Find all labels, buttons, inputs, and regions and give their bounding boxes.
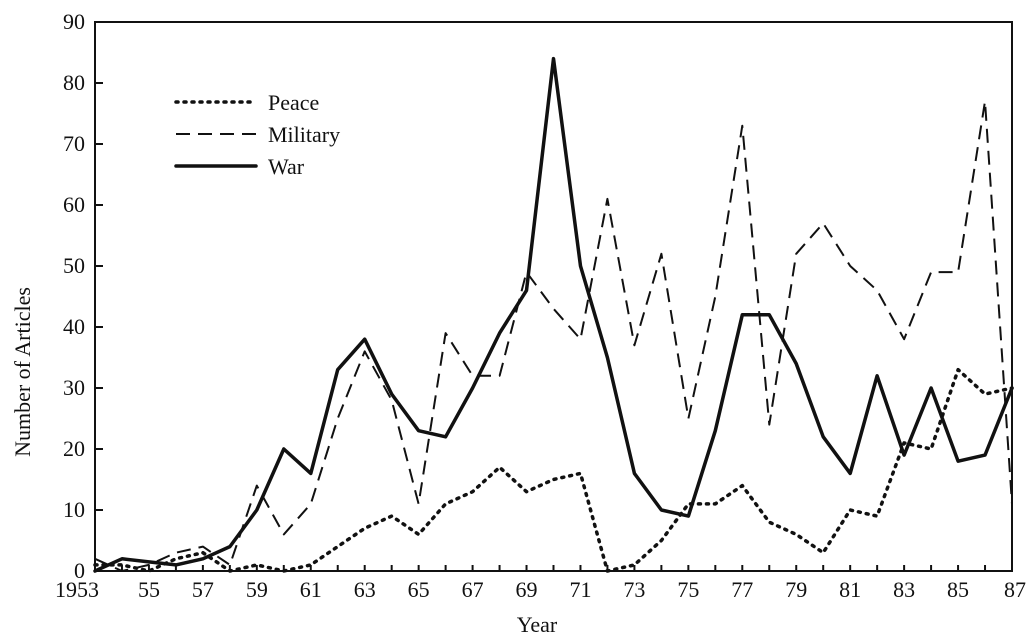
series-line-war (93, 56, 1014, 573)
x-tick-label: 63 (354, 577, 376, 602)
x-tick-label: 57 (192, 577, 214, 602)
legend-label-war: War (268, 154, 305, 179)
x-tick-label: 79 (785, 577, 807, 602)
y-axis: 0 10 20 30 40 50 60 70 80 90 (63, 9, 103, 583)
plot-border (94, 21, 1013, 572)
x-tick-label: 77 (731, 577, 753, 602)
x-tick-label: 55 (138, 577, 160, 602)
series-line-peace (93, 367, 1014, 573)
y-tick-label: 50 (63, 253, 85, 278)
x-tick-label: 69 (516, 577, 538, 602)
x-tick-label: 85 (947, 577, 969, 602)
legend-label-peace: Peace (268, 90, 319, 115)
series-line-military (94, 100, 1013, 572)
series-layer (93, 56, 1014, 573)
y-tick-label: 40 (63, 314, 85, 339)
y-tick-label: 90 (63, 9, 85, 34)
y-tick-label: 70 (63, 131, 85, 156)
x-axis-title: Year (517, 612, 558, 637)
plot-frame (94, 21, 1013, 572)
x-tick-label: 65 (408, 577, 430, 602)
x-tick-label: 1953 (55, 577, 99, 602)
y-tick-label: 20 (63, 436, 85, 461)
x-tick-label: 83 (893, 577, 915, 602)
x-tick-label: 87 (1004, 577, 1026, 602)
x-tick-label: 59 (246, 577, 268, 602)
x-tick-label: 75 (677, 577, 699, 602)
x-tick-label: 61 (300, 577, 322, 602)
y-axis-title: Number of Articles (10, 287, 35, 457)
y-tick-label: 60 (63, 192, 85, 217)
y-tick-label: 10 (63, 497, 85, 522)
x-tick-label: 73 (623, 577, 645, 602)
y-tick-label: 0 (74, 558, 85, 583)
legend: Peace Military War (174, 90, 340, 179)
legend-label-military: Military (268, 122, 340, 147)
x-tick-label: 67 (462, 577, 484, 602)
y-tick-label: 30 (63, 375, 85, 400)
y-tick-label: 80 (63, 70, 85, 95)
x-tick-label: 71 (569, 577, 591, 602)
x-tick-label: 81 (839, 577, 861, 602)
